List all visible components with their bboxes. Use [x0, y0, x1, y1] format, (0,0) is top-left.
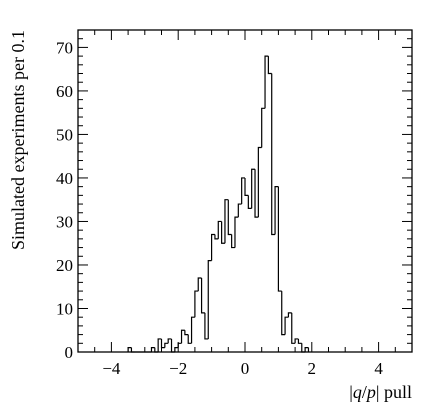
- histogram-bin: [164, 342, 169, 348]
- histogram-bin: [291, 312, 296, 344]
- histogram-bin: [277, 186, 282, 292]
- x-axis-title-var-q: q: [353, 382, 362, 402]
- histogram-bin: [127, 347, 132, 352]
- histogram-bin: [207, 260, 212, 339]
- histogram-bin: [251, 168, 256, 209]
- y-axis-title: Simulated experiments per 0.1: [8, 30, 28, 250]
- histogram-bin: [237, 203, 242, 218]
- x-tick-label: 0: [241, 359, 250, 378]
- histogram-bin: [304, 347, 309, 352]
- x-tick-label: −4: [102, 359, 121, 378]
- plot-frame: [77, 29, 413, 353]
- histogram-bin: [294, 338, 299, 344]
- histogram-bin: [200, 278, 205, 314]
- histogram-bin: [190, 316, 195, 344]
- histogram-bin: [130, 347, 135, 353]
- histogram-bin: [214, 234, 219, 240]
- x-tick-label: −2: [169, 359, 187, 378]
- histogram-bin: [197, 277, 202, 292]
- y-tick-label: 40: [56, 169, 73, 188]
- histogram-bin: [174, 347, 179, 352]
- x-tick-label: 4: [374, 359, 383, 378]
- y-tick-label: 50: [56, 125, 73, 144]
- histogram-bin: [221, 221, 225, 244]
- y-tick-label: 20: [56, 256, 73, 275]
- histogram-bin: [284, 316, 289, 335]
- y-tick-label: 10: [56, 299, 73, 318]
- histogram-bin: [224, 199, 229, 244]
- histogram-bin: [194, 290, 199, 318]
- histogram-bin: [217, 220, 222, 239]
- plot-border: [77, 29, 413, 353]
- histogram-bin: [160, 338, 165, 349]
- histogram-bin: [244, 177, 249, 196]
- histogram-bin: [287, 312, 292, 318]
- y-tick-label: 0: [65, 343, 74, 362]
- histogram-bin: [204, 312, 209, 340]
- x-axis-title-var-p: p: [365, 382, 376, 402]
- histogram-bin: [297, 338, 302, 344]
- histogram-bin: [180, 329, 185, 344]
- histogram-bin: [184, 330, 189, 336]
- histogram-bin: [267, 56, 272, 75]
- y-tick-label: 70: [56, 38, 73, 57]
- histogram-bin: [241, 177, 245, 205]
- y-tick-label: 60: [56, 82, 73, 101]
- x-axis-title: |q/p| pull: [349, 382, 412, 402]
- histogram-bin: [281, 291, 286, 336]
- x-axis-title-suffix: | pull: [376, 382, 412, 402]
- histogram-bin: [274, 186, 279, 235]
- histogram-bin: [157, 338, 162, 352]
- x-axis-title-slash: /: [362, 382, 367, 402]
- histogram-bin: [167, 338, 172, 344]
- histogram-bin: [257, 146, 262, 218]
- histogram-bin: [231, 234, 235, 249]
- histogram-bin: [264, 55, 269, 109]
- histogram-bin: [187, 334, 192, 344]
- histogram-bin: [247, 195, 252, 210]
- x-tick-label: 2: [308, 359, 317, 378]
- histogram-bin: [211, 233, 215, 261]
- histogram-bin: [234, 216, 239, 248]
- histogram-bin: [261, 107, 266, 148]
- histogram-bin: [254, 169, 259, 218]
- histogram-bin: [177, 342, 182, 348]
- y-tick-label: 30: [56, 212, 73, 231]
- histogram-bin: [271, 73, 276, 236]
- histogram-bin: [150, 347, 155, 352]
- histogram-series: [127, 55, 310, 353]
- histogram-bin: [227, 199, 232, 236]
- x-axis-title-prefix: |: [349, 382, 353, 402]
